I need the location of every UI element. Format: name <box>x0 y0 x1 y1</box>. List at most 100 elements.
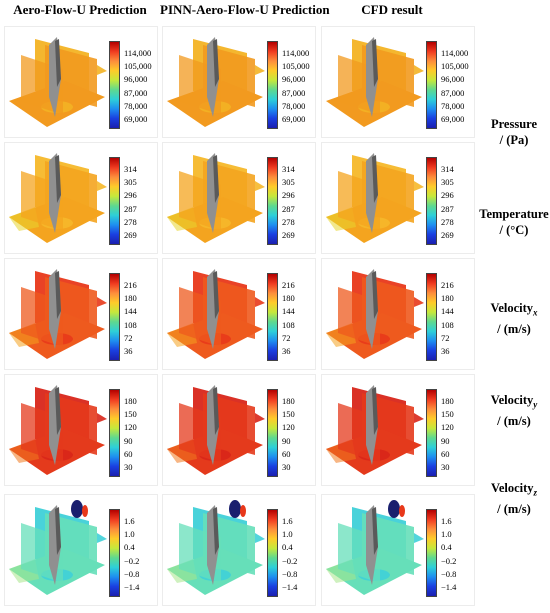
field-surface <box>372 39 378 87</box>
column-title: Aero-Flow-U Prediction <box>13 2 147 17</box>
colorbar-tick-label: 36 <box>124 346 133 356</box>
field-surface <box>97 413 107 423</box>
flow-field-render <box>326 500 424 595</box>
field-surface <box>55 387 61 435</box>
field-surface <box>97 65 107 75</box>
colorbar-tick-label: 120 <box>441 422 454 433</box>
field-surface <box>414 297 424 307</box>
field-surface <box>213 387 219 435</box>
colorbar-tick-label: 278 <box>124 216 137 227</box>
row-label-unit: / (°C) <box>499 223 529 237</box>
colorbar <box>426 389 437 477</box>
colorbar-tick-label: −0.2 <box>441 555 457 566</box>
colorbar-tick-label: 1.0 <box>441 529 452 540</box>
colorbar-tick-label: 314 <box>441 164 454 174</box>
colorbar-tick-label: 269 <box>282 230 295 240</box>
flow-field-render <box>9 37 107 127</box>
colorbar-tick-label: 144 <box>124 306 137 317</box>
colorbar-tick-label: 150 <box>282 409 295 420</box>
figure-panel: 180 150 120 90 60 30 <box>162 374 316 486</box>
colorbar-tick-label: 60 <box>441 448 450 459</box>
row-label-subscript: y <box>533 399 538 410</box>
vortex-core-positive <box>240 505 246 517</box>
field-surface <box>372 271 378 319</box>
figure-panel: 1.6 1.0 0.4 −0.2 −0.8 −1.4 <box>4 494 158 606</box>
colorbar-tick-label: 180 <box>124 396 137 406</box>
colorbar-tick-label: 60 <box>124 448 133 459</box>
colorbar <box>426 273 437 361</box>
colorbar-tick-label: 87,000 <box>441 87 465 98</box>
field-surface <box>97 533 107 543</box>
field-surface <box>55 271 61 319</box>
colorbar-tick-label: 1.0 <box>282 529 293 540</box>
colorbar-tick-label: 69,000 <box>441 114 465 124</box>
colorbar-tick-label: 180 <box>441 293 454 304</box>
colorbar-tick-label: 90 <box>282 435 291 446</box>
colorbar-tick-label: 278 <box>282 216 295 227</box>
colorbar-tick-label: 87,000 <box>124 87 148 98</box>
field-surface <box>255 297 265 307</box>
flow-field-render <box>167 37 265 127</box>
colorbar-tick-label: 114,000 <box>441 48 469 58</box>
figure-panel: 114,000 105,000 96,000 87,000 78,000 69,000 <box>162 26 316 138</box>
colorbar-tick-label: 108 <box>124 319 137 330</box>
colorbar-tick-label: 108 <box>282 319 295 330</box>
colorbar-tick-label: 69,000 <box>124 114 148 124</box>
colorbar-tick-label: 1.6 <box>441 516 452 526</box>
colorbar <box>109 41 120 129</box>
flow-field-render <box>9 500 107 595</box>
colorbar-tick-label: 96,000 <box>282 74 306 85</box>
vortex-core <box>71 500 83 518</box>
colorbar-tick-label: 96,000 <box>441 74 465 85</box>
colorbar-tick-label: 216 <box>282 280 295 290</box>
colorbar-tick-label: 278 <box>441 216 454 227</box>
colorbar-tick-label: 180 <box>441 396 454 406</box>
vortex-core-positive <box>82 505 88 517</box>
row-label-name: Velocity <box>490 301 534 315</box>
field-surface <box>255 181 265 191</box>
colorbar <box>109 389 120 477</box>
colorbar-tick-label: 114,000 <box>282 48 310 58</box>
field-surface <box>97 297 107 307</box>
colorbar-tick-label: 1.6 <box>282 516 293 526</box>
field-surface <box>213 39 219 87</box>
colorbar-tick-label: 180 <box>282 396 295 406</box>
field-surface <box>414 533 424 543</box>
colorbar-tick-label: 1.6 <box>124 516 135 526</box>
flow-field-render <box>167 385 265 475</box>
colorbar-tick-label: 180 <box>124 293 137 304</box>
field-surface <box>372 155 378 203</box>
colorbar-tick-label: 314 <box>282 164 295 174</box>
colorbar-tick-label: 305 <box>282 177 295 188</box>
row-label: Temperature / (°C) <box>478 206 550 238</box>
colorbar <box>109 157 120 245</box>
colorbar-tick-label: 36 <box>441 346 450 356</box>
colorbar-tick-label: 90 <box>441 435 450 446</box>
colorbar-tick-label: 105,000 <box>441 61 469 72</box>
flow-field-render <box>167 153 265 243</box>
colorbar-tick-label: 105,000 <box>124 61 152 72</box>
row-label: Velocityx / (m/s) <box>478 300 550 337</box>
field-surface <box>372 387 378 435</box>
figure-panel: 180 150 120 90 60 30 <box>321 374 475 486</box>
colorbar-tick-label: 72 <box>124 332 133 343</box>
colorbar-tick-label: 150 <box>441 409 454 420</box>
colorbar-tick-label: 120 <box>124 422 137 433</box>
colorbar-tick-label: 108 <box>441 319 454 330</box>
row-label-name: Temperature <box>479 207 549 221</box>
row-label-unit: / (m/s) <box>497 321 531 336</box>
vortex-core-positive <box>399 505 405 517</box>
field-surface <box>414 413 424 423</box>
field-surface <box>414 181 424 191</box>
colorbar-tick-label: 144 <box>441 306 454 317</box>
colorbar-tick-label: 296 <box>124 190 137 201</box>
colorbar-tick-label: −1.4 <box>441 582 457 592</box>
field-surface <box>414 65 424 75</box>
vortex-core <box>229 500 241 518</box>
field-surface <box>213 507 219 555</box>
colorbar <box>267 41 278 129</box>
flow-field-render <box>167 269 265 359</box>
flow-field-render <box>326 269 424 359</box>
row-label-unit: / (m/s) <box>497 413 531 428</box>
field-surface <box>97 181 107 191</box>
